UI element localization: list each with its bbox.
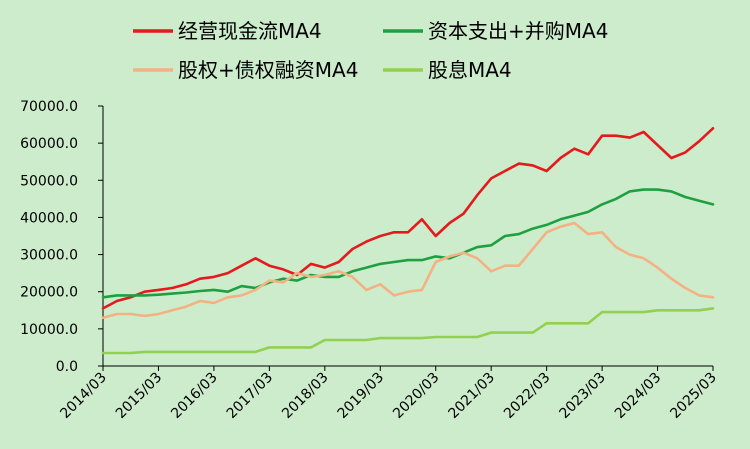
x-tick-label: 2019/03 [335,370,387,422]
y-tick-label: 0.0 [56,359,78,375]
series-line-3 [101,307,715,355]
x-tick-label: 2016/03 [168,370,220,422]
x-tick-label: 2024/03 [612,370,664,422]
legend-label-0: 经营现金流MA4 [178,19,322,43]
x-tick-label: 2018/03 [279,370,331,422]
legend-label-2: 股权+债权融资MA4 [178,58,358,82]
x-tick-label: 2014/03 [57,370,109,422]
y-tick-label: 10000.0 [20,322,78,338]
legend-label-3: 股息MA4 [428,58,512,82]
legend: 经营现金流MA4 资本支出+并购MA4 股权+债权融资MA4 股息MA4 [133,19,608,82]
y-tick-label: 40000.0 [20,210,78,226]
x-tick-label: 2020/03 [390,370,442,422]
legend-label-1: 资本支出+并购MA4 [428,19,608,43]
series-line-2 [101,221,715,319]
y-tick-label: 70000.0 [20,99,78,115]
y-tick-label: 30000.0 [20,248,78,264]
x-tick-label: 2023/03 [556,370,608,422]
y-tick-label: 50000.0 [20,173,78,189]
series-layer [101,127,715,355]
x-tick-label: 2015/03 [113,370,165,422]
x-tick-label: 2022/03 [501,370,553,422]
x-tick-label: 2021/03 [446,370,498,422]
y-axis: 0.0 10000.0 20000.0 30000.0 40000.0 50000.0 60… [20,99,104,375]
x-tick-label: 2017/03 [224,370,276,422]
y-tick-label: 20000.0 [20,285,78,301]
x-axis: 2014/03 2015/03 2016/03 2017/03 2018/03 2019/… [57,365,720,422]
series-line-0 [101,127,715,310]
series-line-1 [101,188,715,299]
x-tick-label: 2025/03 [667,370,719,422]
y-tick-label: 60000.0 [20,136,78,152]
